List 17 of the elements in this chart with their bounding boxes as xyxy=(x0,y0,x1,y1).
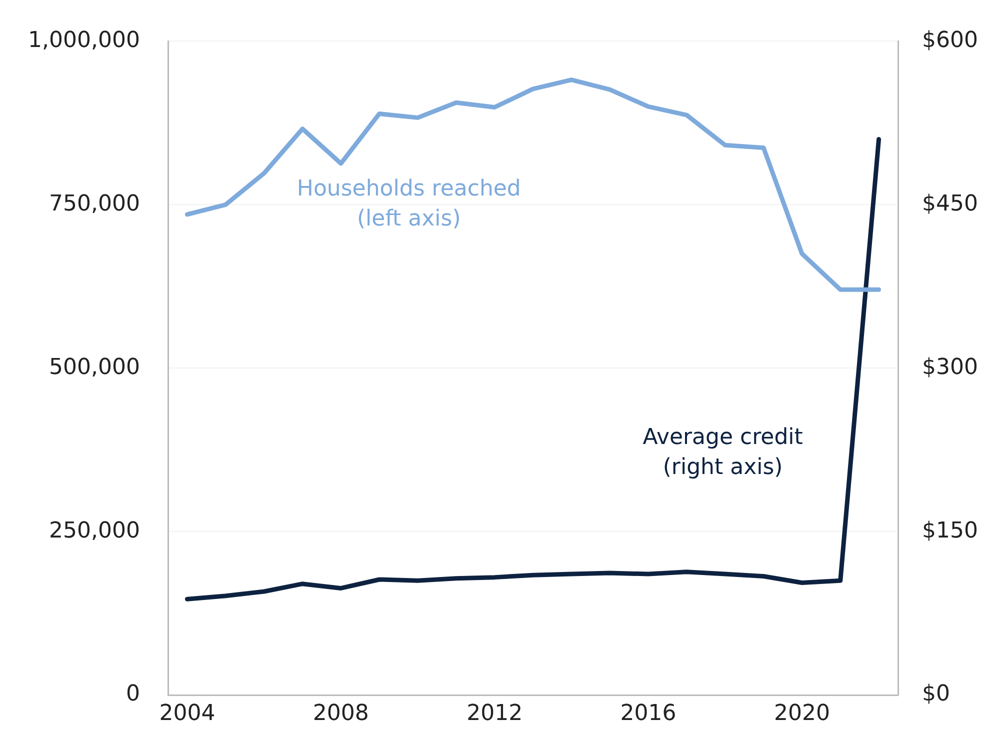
y2-tick-label: $300 xyxy=(922,354,978,380)
y-tick-label: 1,000,000 xyxy=(28,28,140,53)
x-tick-label: 2020 xyxy=(774,700,830,726)
x-tick-label: 2004 xyxy=(159,700,216,726)
x-tick-label: 2012 xyxy=(466,700,523,726)
y-tick-label: 0 xyxy=(126,682,140,707)
y2-tick-label: $450 xyxy=(922,191,978,216)
y-tick-label: 500,000 xyxy=(49,354,140,380)
y2-tick-label: $600 xyxy=(922,28,978,53)
x-tick-label: 2016 xyxy=(620,700,676,726)
x-tick-label: 2008 xyxy=(312,700,369,726)
y-tick-label: 750,000 xyxy=(49,191,140,216)
series-label: Households reached (left axis) xyxy=(296,176,521,232)
y2-tick-label: $150 xyxy=(922,518,978,544)
y-tick-label: 250,000 xyxy=(49,518,140,544)
text: Average credit (right axis) xyxy=(642,424,804,480)
y2-tick-label: $0 xyxy=(922,682,950,707)
